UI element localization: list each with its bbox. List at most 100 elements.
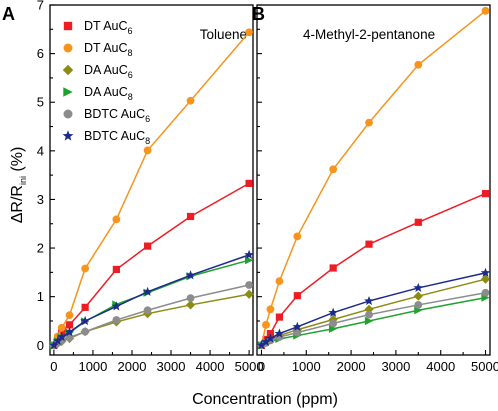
- data-point-b-5-0: [256, 340, 267, 350]
- data-point-a-5-4: [80, 315, 90, 326]
- data-point-b-5-8: [480, 267, 491, 277]
- data-point-b-5-6: [364, 295, 374, 306]
- x-tick-label-b-0: 0: [258, 359, 265, 374]
- data-point-a-5-1: [52, 335, 63, 346]
- y-tick-label-a-1: 1: [37, 289, 44, 304]
- data-point-b-1-3: [275, 277, 284, 286]
- legend-label-1: DT AuC8: [84, 41, 133, 58]
- data-point-b-0-6: [365, 240, 373, 248]
- panel-letter-a: A: [2, 4, 15, 24]
- data-point-a-1-8: [245, 28, 253, 37]
- data-point-b-4-5: [329, 319, 338, 328]
- data-point-a-3-8: [244, 256, 254, 265]
- data-point-b-5-7: [413, 282, 424, 293]
- data-point-a-0-8: [245, 179, 253, 188]
- series-line-a-4: [53, 284, 250, 346]
- x-tick-label-a-1: 1000: [78, 359, 107, 374]
- legend-label-4: BDTC AuC6: [84, 107, 150, 124]
- data-point-b-5-5: [328, 307, 339, 317]
- data-point-a-0-5: [112, 265, 120, 274]
- x-tick-label-b-4: 4000: [426, 359, 455, 374]
- data-point-b-1-8: [481, 6, 490, 15]
- panel-b: 0 1000 2000 3000 4000 5000 4-Methyl-2-pentanon…: [256, 4, 498, 374]
- legend-marker-1: [63, 43, 73, 53]
- data-point-a-1-4: [81, 264, 90, 273]
- legend-label-0: DT AuC6: [84, 19, 133, 36]
- data-point-a-1-6: [143, 146, 152, 155]
- data-point-a-5-6: [142, 286, 153, 296]
- y-tick-label-a-0: 0: [37, 338, 44, 353]
- data-point-a-5-3: [64, 327, 75, 337]
- panel-title-a: Toluene: [200, 27, 247, 42]
- data-point-b-1-1: [262, 320, 270, 329]
- data-point-a-2-7: [185, 300, 196, 310]
- x-tick-label-a-3: 3000: [157, 359, 186, 374]
- data-point-b-0-4: [293, 292, 301, 300]
- data-point-a-0-4: [81, 303, 89, 311]
- y-tick-label-a-6: 6: [37, 46, 44, 61]
- data-point-b-5-3: [274, 328, 285, 338]
- data-point-b-0-8: [481, 190, 490, 198]
- data-point-a-5-2: [56, 331, 67, 342]
- data-point-b-4-7: [414, 301, 423, 309]
- data-point-a-4-4: [81, 327, 90, 336]
- y-tick-label-a-2: 2: [37, 241, 44, 256]
- x-tick-label-b-2: 2000: [337, 359, 366, 374]
- data-point-a-0-6: [143, 242, 152, 250]
- y-tick-label-a-5: 5: [37, 95, 44, 110]
- legend-marker-0: [63, 21, 73, 31]
- y-tick-label-a-4: 4: [37, 143, 44, 158]
- x-axis-label: Concentration (ppm): [192, 391, 338, 408]
- plot-frame-a: [49, 4, 254, 356]
- data-point-b-1-7: [414, 60, 423, 69]
- data-point-a-5-0: [49, 340, 59, 350]
- data-point-a-4-7: [186, 294, 195, 303]
- data-point-a-2-8: [244, 289, 254, 299]
- data-point-b-5-2: [265, 333, 276, 343]
- data-point-a-4-5: [112, 316, 121, 324]
- data-point-b-3-6: [364, 316, 374, 326]
- panel-letter-b: B: [252, 4, 265, 24]
- data-point-b-0-7: [414, 218, 422, 226]
- legend-marker-5: [62, 130, 74, 141]
- data-point-a-4-3: [65, 333, 74, 342]
- data-point-a-1-7: [186, 96, 195, 105]
- data-point-b-4-4: [293, 328, 302, 337]
- data-point-b-4-6: [365, 310, 373, 319]
- y-axis-label: ΔR/Rini (%): [9, 147, 28, 224]
- data-point-a-4-8: [245, 281, 253, 289]
- data-point-b-1-5: [329, 165, 338, 174]
- x-tick-label-a-5: 5000: [235, 359, 264, 374]
- panel-title-b: 4-Methyl-2-pentanone: [303, 27, 435, 42]
- y-tick-label-a-7: 7: [37, 0, 44, 13]
- data-point-b-0-3: [275, 313, 284, 321]
- data-point-b-2-7: [413, 291, 423, 301]
- data-point-b-0-5: [329, 264, 337, 272]
- data-point-a-4-6: [143, 306, 152, 315]
- x-tick-label-b-5: 5000: [471, 359, 498, 374]
- legend-label-3: DA AuC8: [84, 85, 133, 102]
- data-point-b-1-4: [293, 232, 302, 241]
- data-point-a-1-5: [112, 215, 121, 224]
- data-point-b-2-8: [480, 274, 491, 284]
- legend-label-5: BDTC AuC8: [84, 129, 150, 146]
- x-tick-label-a-0: 0: [50, 359, 57, 374]
- data-point-a-5-7: [185, 270, 196, 280]
- data-point-b-5-4: [292, 321, 303, 331]
- legend-marker-4: [63, 109, 73, 119]
- data-point-b-5-1: [261, 336, 271, 346]
- x-tick-label-b-1: 1000: [292, 359, 321, 374]
- data-point-b-1-2: [266, 305, 275, 314]
- data-point-a-5-8: [244, 249, 254, 259]
- data-point-a-1-2: [57, 323, 66, 332]
- data-point-a-0-3: [65, 321, 74, 329]
- x-tick-label-a-2: 2000: [118, 359, 147, 374]
- legend: DT AuC6 DT AuC8 DA AuC6 DA AuC8 BDTC AuC6 BDT…: [62, 19, 150, 146]
- series-line-a-1: [53, 31, 250, 346]
- legend-marker-2: [62, 64, 74, 76]
- data-point-a-0-7: [186, 212, 195, 221]
- data-point-b-1-6: [365, 118, 373, 127]
